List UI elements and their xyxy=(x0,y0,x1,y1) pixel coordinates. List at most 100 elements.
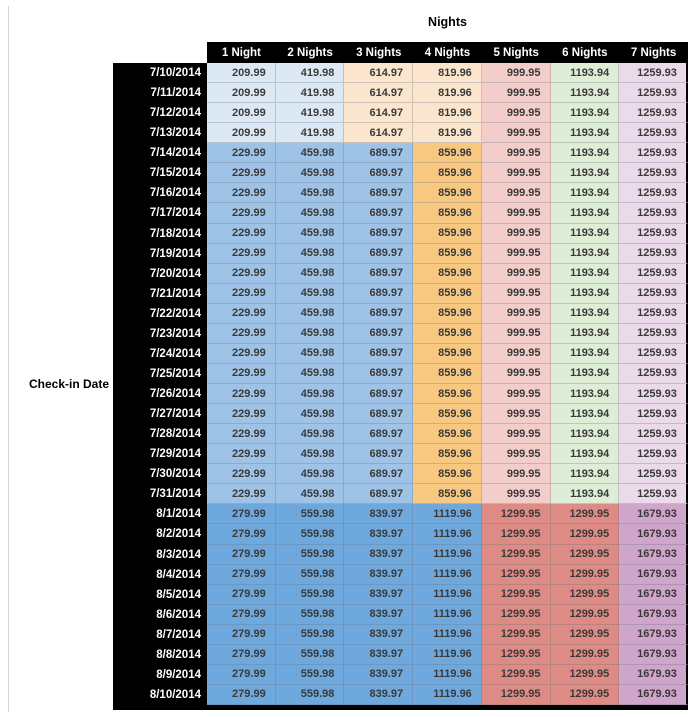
price-cell: 689.97 xyxy=(344,384,414,405)
price-cell: 839.97 xyxy=(344,524,414,545)
price-cell: 1193.94 xyxy=(550,343,620,364)
price-cell: 819.96 xyxy=(413,103,482,124)
price-cell: 559.98 xyxy=(275,604,345,625)
price-cell: 1679.93 xyxy=(619,544,688,565)
price-cell: 559.98 xyxy=(275,584,345,605)
row-header-date: 7/21/2014 xyxy=(113,283,207,304)
price-cell: 839.97 xyxy=(344,504,414,525)
price-cell: 859.96 xyxy=(413,283,482,304)
price-cell: 1259.93 xyxy=(619,203,688,224)
price-cell: 1259.93 xyxy=(619,143,688,164)
price-cell: 1193.94 xyxy=(550,103,620,124)
price-cell: 859.96 xyxy=(413,404,482,425)
price-cell: 839.97 xyxy=(344,604,414,625)
price-cell: 1299.95 xyxy=(481,544,551,565)
price-cell: 459.98 xyxy=(275,484,345,505)
price-cell: 1259.93 xyxy=(619,263,688,284)
price-cell: 1119.96 xyxy=(413,564,482,585)
price-cell: 1193.94 xyxy=(550,123,620,144)
price-cell: 1193.94 xyxy=(550,303,620,324)
price-cell: 1259.93 xyxy=(619,424,688,445)
row-header-date: 7/26/2014 xyxy=(113,384,207,405)
price-cell: 999.95 xyxy=(481,183,551,204)
price-cell: 859.96 xyxy=(413,243,482,264)
price-cell: 1259.93 xyxy=(619,63,688,84)
price-cell: 1259.93 xyxy=(619,243,688,264)
price-cell: 419.98 xyxy=(275,83,345,104)
price-cell: 1119.96 xyxy=(413,604,482,625)
price-cell: 689.97 xyxy=(344,303,414,324)
row-header-date: 7/11/2014 xyxy=(113,83,207,104)
row-header-date: 7/27/2014 xyxy=(113,404,207,425)
price-cell: 689.97 xyxy=(344,343,414,364)
price-cell: 999.95 xyxy=(481,464,551,485)
row-header-date: 7/20/2014 xyxy=(113,263,207,284)
price-cell: 1299.95 xyxy=(550,644,620,665)
price-cell: 1119.96 xyxy=(413,644,482,665)
price-cell: 1259.93 xyxy=(619,464,688,485)
price-cell: 1259.93 xyxy=(619,484,688,505)
price-cell: 839.97 xyxy=(344,644,414,665)
row-header-date: 7/15/2014 xyxy=(113,163,207,184)
price-cell: 459.98 xyxy=(275,223,345,244)
price-cell: 1193.94 xyxy=(550,404,620,425)
price-cell: 459.98 xyxy=(275,243,345,264)
price-cell: 209.99 xyxy=(207,83,276,104)
price-cell: 279.99 xyxy=(207,564,276,585)
price-cell: 839.97 xyxy=(344,624,414,645)
price-cell: 839.97 xyxy=(344,544,414,565)
price-cell: 999.95 xyxy=(481,163,551,184)
price-cell: 229.99 xyxy=(207,143,276,164)
price-cell: 1679.93 xyxy=(619,584,688,605)
price-cell: 1299.95 xyxy=(481,664,551,685)
price-cell: 229.99 xyxy=(207,183,276,204)
price-cell: 689.97 xyxy=(344,424,414,445)
price-cell: 1193.94 xyxy=(550,464,620,485)
price-cell: 614.97 xyxy=(344,103,414,124)
price-cell: 209.99 xyxy=(207,123,276,144)
price-cell: 819.96 xyxy=(413,83,482,104)
price-cell: 229.99 xyxy=(207,343,276,364)
column-header: 5 Nights xyxy=(481,42,551,63)
price-cell: 279.99 xyxy=(207,624,276,645)
price-cell: 1193.94 xyxy=(550,83,620,104)
price-cell: 1119.96 xyxy=(413,664,482,685)
row-header-date: 7/25/2014 xyxy=(113,363,207,384)
price-cell: 229.99 xyxy=(207,243,276,264)
price-cell: 1193.94 xyxy=(550,444,620,465)
price-cell: 1679.93 xyxy=(619,604,688,625)
price-cell: 1299.95 xyxy=(481,644,551,665)
price-cell: 1259.93 xyxy=(619,83,688,104)
price-cell: 459.98 xyxy=(275,343,345,364)
price-cell: 279.99 xyxy=(207,584,276,605)
price-cell: 1299.95 xyxy=(481,624,551,645)
row-header-date: 8/7/2014 xyxy=(113,624,207,645)
price-cell: 1119.96 xyxy=(413,584,482,605)
price-cell: 1299.95 xyxy=(550,684,620,705)
price-cell: 999.95 xyxy=(481,223,551,244)
price-cell: 999.95 xyxy=(481,143,551,164)
row-header-date: 8/5/2014 xyxy=(113,584,207,605)
price-cell: 229.99 xyxy=(207,384,276,405)
row-header-date: 7/23/2014 xyxy=(113,323,207,344)
price-cell: 689.97 xyxy=(344,484,414,505)
price-cell: 229.99 xyxy=(207,444,276,465)
table-title: Nights xyxy=(428,15,467,29)
price-cell: 559.98 xyxy=(275,644,345,665)
price-cell: 229.99 xyxy=(207,323,276,344)
price-cell: 614.97 xyxy=(344,83,414,104)
price-cell: 859.96 xyxy=(413,343,482,364)
price-cell: 459.98 xyxy=(275,263,345,284)
price-cell: 1679.93 xyxy=(619,624,688,645)
price-cell: 209.99 xyxy=(207,63,276,84)
price-cell: 859.96 xyxy=(413,424,482,445)
row-header-date: 7/13/2014 xyxy=(113,123,207,144)
price-cell: 999.95 xyxy=(481,404,551,425)
price-cell: 1259.93 xyxy=(619,444,688,465)
price-cell: 1259.93 xyxy=(619,223,688,244)
row-axis-label: Check-in Date xyxy=(28,377,109,391)
row-header-date: 7/19/2014 xyxy=(113,243,207,264)
price-cell: 419.98 xyxy=(275,63,345,84)
price-cell: 1259.93 xyxy=(619,323,688,344)
price-cell: 999.95 xyxy=(481,444,551,465)
